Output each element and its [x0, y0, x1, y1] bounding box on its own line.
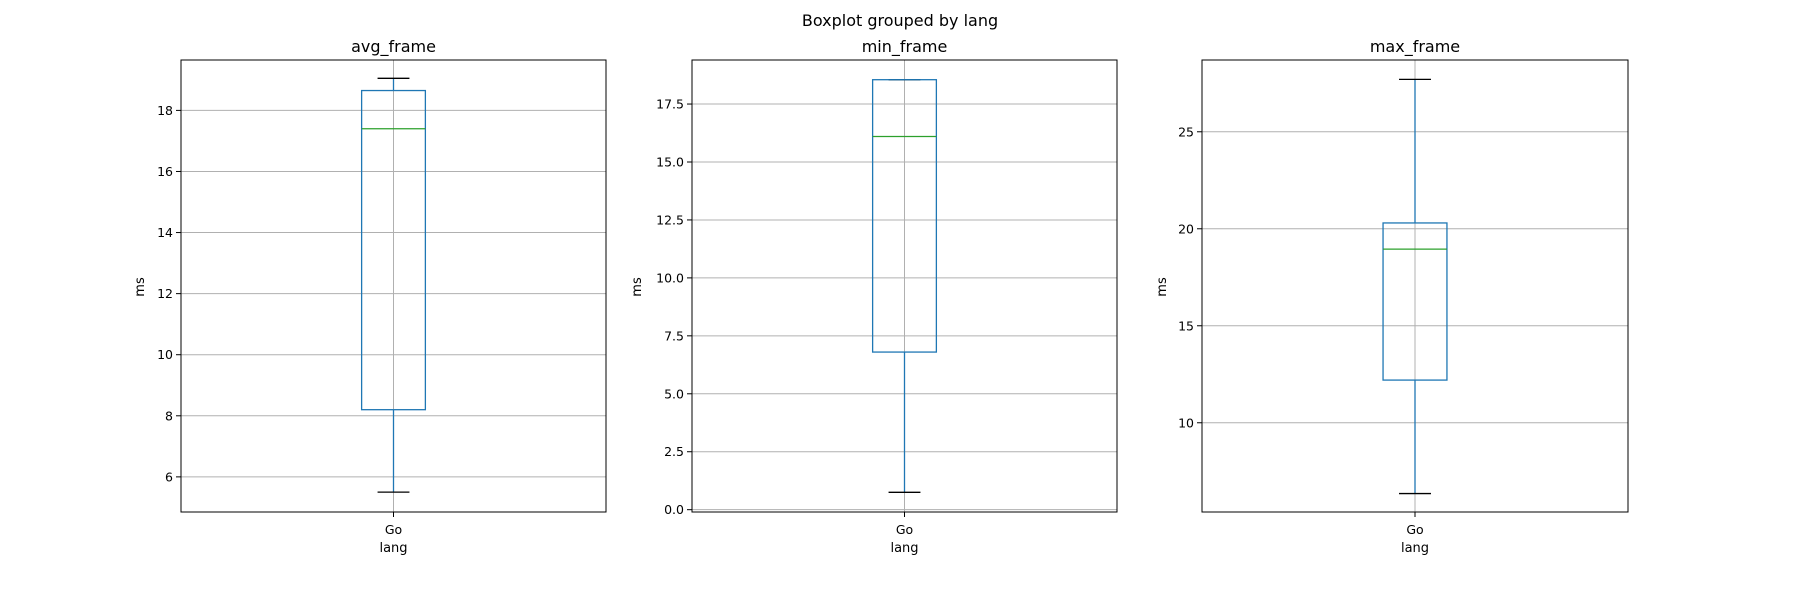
box-iqr: [1382, 222, 1448, 381]
y-tick-label: 2.5: [664, 444, 684, 459]
y-axis-label: ms: [1155, 277, 1170, 297]
plot-area: 0.0 2.5 5.0 7.5 10.0 12.5 15.0 17.5: [656, 59, 1118, 517]
y-tick-label: 5.0: [664, 386, 684, 401]
subplot-max-frame: 10 15 20 25 max_frame Go lang ms: [1155, 37, 1629, 556]
axes-frame: [180, 59, 607, 513]
y-tick-label: 14: [157, 225, 173, 240]
subplot-min-frame: 0.0 2.5 5.0 7.5 10.0 12.5 15.0 17.5 min_frame Go…: [630, 37, 1118, 556]
y-tick-label: 6: [165, 469, 173, 484]
axes-frame: [1201, 59, 1629, 513]
y-tick-label: 10: [1178, 415, 1194, 430]
box-iqr: [871, 79, 938, 353]
x-tick-label: Go: [1406, 522, 1423, 537]
subplot-avg-frame: 6 8 10 12 14 16 18 avg_frame Go lang ms: [133, 37, 607, 556]
y-tick-label: 15: [1178, 318, 1194, 333]
y-tick-label: 17.5: [656, 97, 684, 112]
subplot-title: min_frame: [862, 37, 948, 57]
axes-frame: [691, 59, 1118, 513]
y-tick-label: 25: [1178, 124, 1194, 139]
plot-area: 6 8 10 12 14 16 18: [157, 59, 607, 517]
y-tick-label: 0.0: [664, 502, 684, 517]
y-tick-label: 8: [165, 408, 173, 423]
subplot-title: avg_frame: [351, 37, 436, 57]
y-tick-label: 10: [157, 347, 173, 362]
x-tick-label: Go: [896, 522, 913, 537]
x-axis-label: lang: [379, 541, 407, 556]
x-axis-label: lang: [890, 541, 918, 556]
x-tick-label: Go: [385, 522, 402, 537]
y-tick-label: 15.0: [656, 154, 684, 169]
y-axis-label: ms: [630, 277, 645, 297]
y-tick-label: 18: [157, 103, 173, 118]
y-tick-label: 16: [157, 164, 173, 179]
y-tick-label: 12.5: [656, 212, 684, 227]
x-axis-label: lang: [1401, 541, 1429, 556]
subplot-title: max_frame: [1370, 37, 1460, 57]
y-axis-label: ms: [133, 277, 148, 297]
box-iqr: [360, 89, 427, 411]
y-tick-label: 10.0: [656, 270, 684, 285]
y-tick-label: 20: [1178, 221, 1194, 236]
plot-area: 10 15 20 25: [1178, 59, 1629, 517]
y-tick-label: 12: [157, 286, 173, 301]
y-tick-label: 7.5: [664, 328, 684, 343]
figure-suptitle: Boxplot grouped by lang: [802, 11, 998, 30]
